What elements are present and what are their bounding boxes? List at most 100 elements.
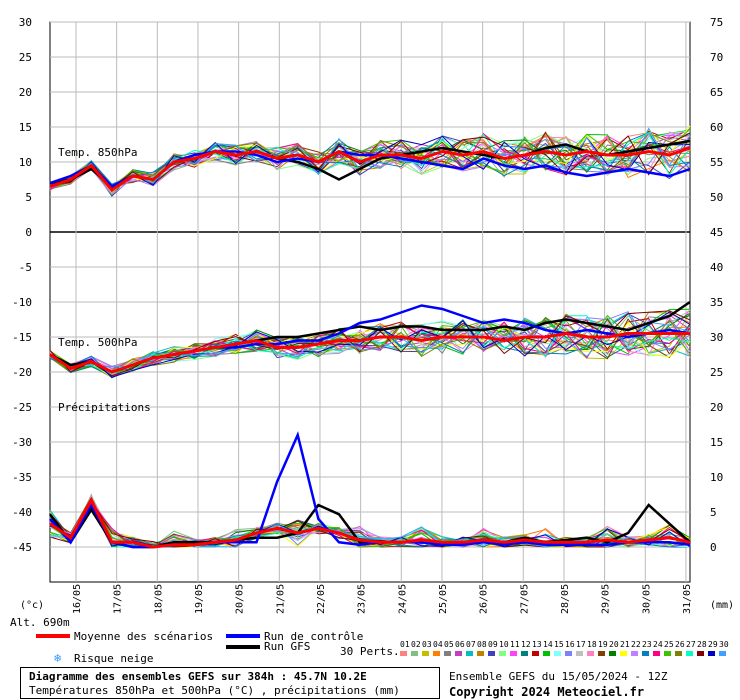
legend-snow-label: Risque neige	[74, 652, 154, 665]
perturbation-number: 22	[631, 640, 641, 649]
perturbation-number: 17	[576, 640, 586, 649]
x-tick-label: 29/05	[601, 584, 612, 614]
footer-subtitle: Températures 850hPa et 500hPa (°C) , pré…	[29, 684, 400, 697]
perturbation-number: 29	[708, 640, 718, 649]
perturbation-number: 02	[411, 640, 421, 649]
perturbation-number: 11	[510, 640, 520, 649]
snowflake-icon: ❄	[54, 651, 62, 665]
perturbation-number: 20	[609, 640, 619, 649]
x-tick-label: 21/05	[275, 584, 286, 614]
perturbation-t500-line	[49, 317, 691, 368]
x-tick-label: 19/05	[194, 584, 205, 614]
perturbation-number: 07	[466, 640, 476, 649]
y-tick-right: 25	[710, 366, 723, 379]
perturbation-swatch	[466, 651, 473, 656]
perturbation-t850-line	[49, 128, 691, 189]
y-tick-right: 15	[710, 436, 723, 449]
perturbation-t500-line	[49, 312, 691, 379]
perturbation-swatch	[664, 651, 671, 656]
legend-gfs-label: Run GFS	[264, 640, 311, 653]
legend-gfs-swatch	[226, 645, 260, 649]
perturbation-swatch	[422, 651, 429, 656]
panel-label-t850: Temp. 850hPa	[58, 146, 138, 159]
legend-control-swatch	[226, 634, 260, 638]
y-tick-right: 75	[710, 16, 723, 29]
perturbation-swatch	[455, 651, 462, 656]
perturbation-swatch	[565, 651, 572, 656]
perturbation-swatch	[719, 651, 726, 656]
y-tick-left: -45	[12, 541, 32, 554]
y-tick-right: 0	[710, 541, 717, 554]
x-tick-label: 27/05	[519, 584, 530, 614]
perturbation-number: 16	[565, 640, 575, 649]
perturbation-swatch	[510, 651, 517, 656]
y-tick-left: -30	[12, 436, 32, 449]
series-t500-line	[49, 331, 690, 374]
x-tick-label: 20/05	[235, 584, 246, 614]
perturbation-number: 26	[675, 640, 685, 649]
perturbation-swatch	[576, 651, 583, 656]
x-tick-label: 23/05	[357, 584, 368, 614]
perturbation-number: 18	[587, 640, 597, 649]
y-tick-left: 15	[19, 121, 32, 134]
y-tick-left: 25	[19, 51, 32, 64]
y-tick-right: 65	[710, 86, 723, 99]
panel-label-t500: Temp. 500hPa	[58, 336, 138, 349]
altitude-label: Alt. 690m	[10, 616, 70, 629]
series-t850-line	[49, 146, 691, 192]
perturbation-swatch	[587, 651, 594, 656]
perturbation-swatch	[433, 651, 440, 656]
x-tick-label: 28/05	[560, 584, 571, 614]
y-tick-left: -5	[19, 261, 32, 274]
y-tick-left: -15	[12, 331, 32, 344]
perturbation-number: 30	[719, 640, 729, 649]
main-series-lines	[48, 139, 691, 549]
perturbation-number: 09	[488, 640, 498, 649]
unit-left-label: (°c)	[20, 600, 45, 611]
y-tick-left: 0	[25, 226, 32, 239]
perturbation-number: 04	[433, 640, 443, 649]
perturbation-swatch	[400, 651, 407, 656]
perturbation-number: 15	[554, 640, 564, 649]
x-tick-label: 31/05	[682, 584, 693, 614]
perturbation-t850-line	[49, 131, 691, 185]
perturbation-count-label: 30 Perts.	[340, 645, 400, 658]
perturbation-t500-line	[49, 311, 691, 378]
panel-label-precip: Précipitations	[58, 401, 151, 414]
x-tick-label: 16/05	[72, 584, 83, 614]
perturbation-number: 01	[400, 640, 410, 649]
x-tick-label: 25/05	[438, 584, 449, 614]
x-tick-label: 17/05	[113, 584, 124, 614]
y-tick-left: -25	[12, 401, 32, 414]
perturbation-number: 21	[620, 640, 630, 649]
legend-mean-label: Moyenne des scénarios	[74, 630, 214, 643]
perturbation-swatch	[620, 651, 627, 656]
perturbation-swatch	[675, 651, 682, 656]
perturbation-number: 28	[697, 640, 707, 649]
perturbation-number: 27	[686, 640, 696, 649]
perturbation-swatch	[609, 651, 616, 656]
unit-right-label: (mm)	[710, 600, 735, 611]
y-tick-right: 30	[710, 331, 723, 344]
footer-title-box: Diagramme des ensembles GEFS sur 384h : …	[20, 667, 440, 699]
y-tick-right: 45	[710, 226, 723, 239]
perturbation-number: 05	[444, 640, 454, 649]
y-tick-left: -20	[12, 366, 32, 379]
perturbation-swatch	[532, 651, 539, 656]
footer-run-info: Ensemble GEFS du 15/05/2024 - 12Z	[449, 670, 668, 683]
y-tick-left: 10	[19, 156, 32, 169]
perturbation-swatch	[543, 651, 550, 656]
perturbation-swatch	[686, 651, 693, 656]
perturbation-number: 08	[477, 640, 487, 649]
perturbation-number: 23	[642, 640, 652, 649]
perturbation-number: 03	[422, 640, 432, 649]
perturbation-number: 10	[499, 640, 509, 649]
x-tick-label: 24/05	[397, 584, 408, 614]
perturbation-number: 24	[653, 640, 663, 649]
perturbation-swatch	[477, 651, 484, 656]
y-tick-right: 40	[710, 261, 723, 274]
perturbation-swatch	[499, 651, 506, 656]
x-tick-label: 22/05	[316, 584, 327, 614]
perturbation-number: 14	[543, 640, 553, 649]
